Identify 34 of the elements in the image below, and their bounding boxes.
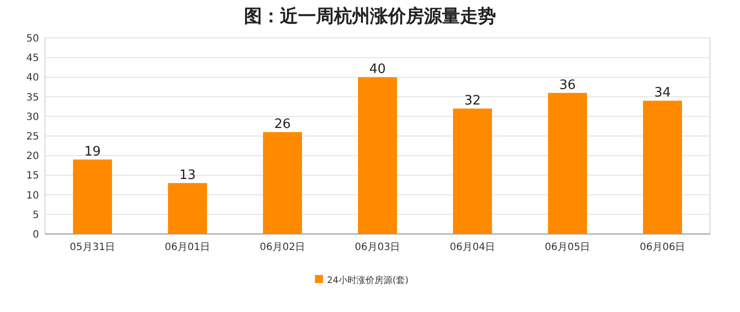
y-tick-label: 15	[26, 170, 39, 182]
y-tick-label: 50	[26, 34, 39, 44]
bar	[643, 100, 682, 234]
legend-label: 24小时涨价房源(套)	[327, 275, 408, 286]
bar	[453, 108, 492, 234]
y-tick-label: 35	[26, 92, 39, 104]
bar	[358, 77, 397, 234]
chart-title: 图：近一周杭州涨价房源量走势	[244, 6, 496, 27]
data-label: 34	[654, 86, 671, 101]
x-tick-label: 06月02日	[260, 242, 306, 253]
x-tick-label: 06月05日	[544, 242, 590, 253]
y-tick-label: 0	[32, 230, 39, 240]
y-tick-label: 5	[32, 210, 39, 221]
y-tick-label: 30	[26, 112, 39, 123]
x-tick-label: 06月04日	[450, 242, 496, 253]
x-tick-label: 06月03日	[354, 242, 400, 253]
data-label: 26	[274, 117, 291, 132]
bar	[73, 160, 112, 234]
y-tick-label: 20	[26, 151, 39, 162]
data-label: 13	[179, 168, 196, 184]
x-tick-label: 05月31日	[70, 242, 116, 253]
data-label: 32	[464, 94, 481, 109]
y-tick-label: 25	[26, 132, 39, 142]
y-tick-label: 40	[26, 72, 39, 84]
bar	[263, 132, 302, 234]
data-label: 40	[369, 62, 386, 78]
bar	[548, 92, 587, 234]
bar	[168, 183, 207, 234]
data-label: 19	[84, 144, 101, 160]
x-tick-label: 06月06日	[640, 242, 686, 253]
y-tick-label: 45	[26, 53, 39, 64]
x-tick-label: 06月01日	[164, 242, 210, 253]
data-label: 36	[559, 78, 576, 93]
y-tick-label: 10	[26, 190, 39, 202]
